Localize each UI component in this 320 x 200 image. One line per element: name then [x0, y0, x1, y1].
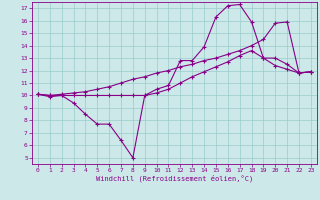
- X-axis label: Windchill (Refroidissement éolien,°C): Windchill (Refroidissement éolien,°C): [96, 175, 253, 182]
